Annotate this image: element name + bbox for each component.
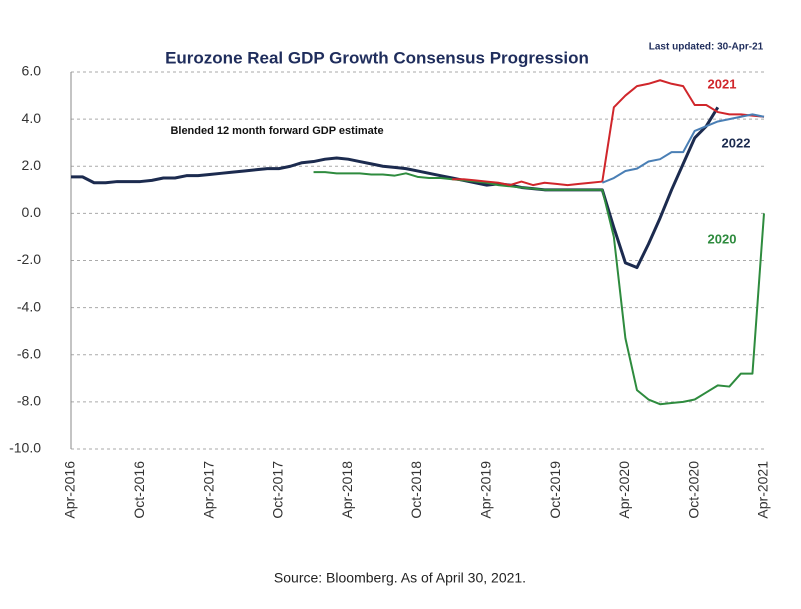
y-tick-label: -6.0	[17, 345, 41, 361]
series-line	[452, 79, 765, 187]
legend-label: 2022	[722, 135, 751, 150]
legend-label: Blended 12 month forward GDP estimate	[170, 125, 383, 137]
chart-subtitle: Last updated: 30-Apr-21	[649, 42, 764, 53]
x-tick-label: Apr-2018	[339, 461, 355, 519]
y-tick-label: 2.0	[22, 157, 42, 173]
y-tick-label: 0.0	[22, 204, 42, 220]
y-tick-label: -8.0	[17, 393, 41, 409]
series-line	[71, 106, 720, 270]
y-tick-label: 4.0	[22, 110, 42, 126]
x-tick-label: Oct-2018	[408, 461, 424, 519]
series-line	[313, 171, 765, 406]
legend-label: 2021	[708, 76, 737, 91]
y-tick-label: -2.0	[17, 251, 41, 267]
x-tick-label: Oct-2017	[270, 461, 286, 519]
x-tick-label: Oct-2020	[685, 461, 701, 519]
x-tick-label: Apr-2020	[616, 461, 632, 519]
x-tick-label: Apr-2016	[62, 461, 78, 519]
x-tick-label: Apr-2017	[200, 461, 216, 519]
series-line	[601, 113, 765, 184]
x-tick-label: Apr-2021	[755, 461, 771, 519]
x-tick-label: Oct-2019	[547, 461, 563, 519]
caption: Source: Bloomberg. As of April 30, 2021.	[274, 570, 526, 586]
y-tick-label: 6.0	[22, 63, 42, 79]
legend-label: 2020	[708, 231, 737, 246]
y-tick-label: -10.0	[9, 440, 41, 456]
x-tick-label: Apr-2019	[478, 461, 494, 519]
x-tick-label: Oct-2016	[131, 461, 147, 519]
chart-title: Eurozone Real GDP Growth Consensus Progr…	[165, 48, 589, 67]
y-tick-label: -4.0	[17, 298, 41, 314]
